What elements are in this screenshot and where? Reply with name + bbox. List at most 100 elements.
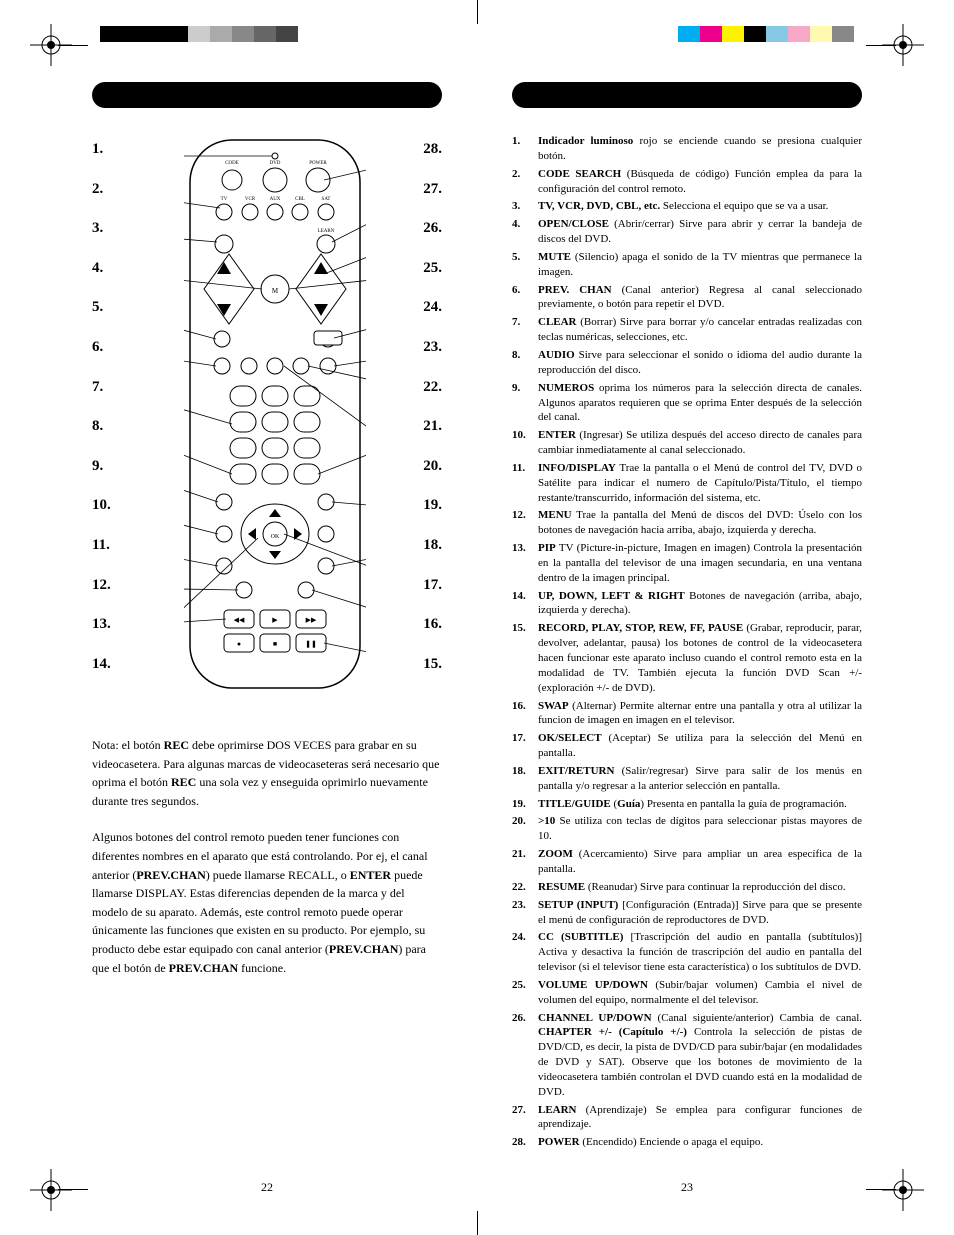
print-color-bars-right [678, 26, 854, 42]
svg-text:8: 8 [272, 445, 277, 455]
callout-number: 9. [92, 459, 103, 474]
callout-number: 13. [92, 617, 111, 632]
svg-text:4: 4 [240, 419, 245, 429]
feature-number: 18. [512, 764, 538, 794]
feature-text: PREV. CHAN (Canal anterior) Regresa al c… [538, 283, 862, 313]
callout-number: 5. [92, 300, 103, 315]
svg-text:●: ● [237, 640, 241, 648]
callout-number: 18. [423, 538, 442, 553]
svg-text:OK: OK [271, 534, 280, 540]
feature-text: NUMEROS oprima los números para la selec… [538, 381, 862, 426]
feature-text: TV, VCR, DVD, CBL, etc. Selecciona el eq… [538, 199, 862, 214]
left-body-text: Nota: el botón REC debe oprimirse DOS VE… [92, 736, 442, 977]
feature-text: CHANNEL UP/DOWN (Canal siguiente/anterio… [538, 1011, 862, 1100]
feature-number: 25. [512, 978, 538, 1008]
feature-number: 16. [512, 699, 538, 729]
feature-number: 17. [512, 731, 538, 761]
remote-diagram: 1.2.3.4.5.6.7.8.9.10.11.12.13.14. 28.27.… [92, 134, 442, 694]
callout-number: 22. [423, 380, 442, 395]
feature-item: 8.AUDIO Sirve para seleccionar el sonido… [512, 348, 862, 378]
page-header-bar [92, 82, 442, 108]
feature-text: SWAP (Alternar) Permite alternar entre u… [538, 699, 862, 729]
callout-number: 10. [92, 498, 111, 513]
feature-number: 27. [512, 1103, 538, 1133]
feature-item: 17.OK/SELECT (Aceptar) Se utiliza para l… [512, 731, 862, 761]
callout-number: 17. [423, 578, 442, 593]
feature-item: 24.CC (SUBTITLE) [Trascripción del audio… [512, 930, 862, 975]
feature-item: 19.TITLE/GUIDE (Guía) Presenta en pantal… [512, 797, 862, 812]
feature-number: 7. [512, 315, 538, 345]
feature-text: RECORD, PLAY, STOP, REW, FF, PAUSE (Grab… [538, 621, 862, 695]
feature-number: 26. [512, 1011, 538, 1100]
feature-text: OPEN/CLOSE (Abrir/cerrar) Sirve para abr… [538, 217, 862, 247]
svg-text:7: 7 [240, 445, 245, 455]
svg-text:DVD: DVD [270, 161, 281, 166]
svg-text:M: M [272, 287, 279, 295]
feature-number: 21. [512, 847, 538, 877]
svg-text:ENTER: ENTER [234, 473, 252, 480]
callout-number: 7. [92, 380, 103, 395]
svg-text:LEARN: LEARN [318, 229, 335, 234]
svg-text:>10: >10 [301, 472, 314, 480]
callout-number: 19. [423, 498, 442, 513]
callout-number: 23. [423, 340, 442, 355]
svg-text:◀◀: ◀◀ [234, 616, 245, 624]
feature-number: 13. [512, 541, 538, 586]
page-left: 1.2.3.4.5.6.7.8.9.10.11.12.13.14. 28.27.… [92, 82, 442, 1153]
feature-number: 14. [512, 589, 538, 619]
svg-text:CBL: CBL [295, 197, 305, 202]
feature-item: 26.CHANNEL UP/DOWN (Canal siguiente/ante… [512, 1011, 862, 1100]
callout-number: 24. [423, 300, 442, 315]
svg-text:0: 0 [272, 471, 277, 481]
crop-tick [58, 1189, 88, 1190]
feature-item: 22.RESUME (Reanudar) Sirve para continua… [512, 880, 862, 895]
feature-item: 2.CODE SEARCH (Búsqueda de código) Funci… [512, 167, 862, 197]
feature-item: 6.PREV. CHAN (Canal anterior) Regresa al… [512, 283, 862, 313]
feature-item: 9.NUMEROS oprima los números para la sel… [512, 381, 862, 426]
page-header-bar [512, 82, 862, 108]
feature-number: 1. [512, 134, 538, 164]
svg-text:TV: TV [221, 197, 228, 202]
callout-number: 14. [92, 657, 111, 672]
svg-text:9: 9 [304, 445, 309, 455]
svg-text:2: 2 [272, 393, 277, 403]
feature-text: EXIT/RETURN (Salir/regresar) Sirve para … [538, 764, 862, 794]
feature-item: 15.RECORD, PLAY, STOP, REW, FF, PAUSE (G… [512, 621, 862, 695]
feature-item: 3.TV, VCR, DVD, CBL, etc. Selecciona el … [512, 199, 862, 214]
feature-text: CLEAR (Borrar) Sirve para borrar y/o can… [538, 315, 862, 345]
feature-item: 14.UP, DOWN, LEFT & RIGHT Botones de nav… [512, 589, 862, 619]
feature-item: 4.OPEN/CLOSE (Abrir/cerrar) Sirve para a… [512, 217, 862, 247]
registration-mark-icon [30, 1169, 72, 1211]
feature-text: MUTE (Silencio) apaga el sonido de la TV… [538, 250, 862, 280]
feature-number: 5. [512, 250, 538, 280]
callout-number: 4. [92, 261, 103, 276]
callout-number: 15. [423, 657, 442, 672]
feature-item: 18.EXIT/RETURN (Salir/regresar) Sirve pa… [512, 764, 862, 794]
feature-text: CC (SUBTITLE) [Trascripción del audio en… [538, 930, 862, 975]
feature-item: 7.CLEAR (Borrar) Sirve para borrar y/o c… [512, 315, 862, 345]
callout-number: 1. [92, 142, 103, 157]
feature-number: 8. [512, 348, 538, 378]
feature-number: 19. [512, 797, 538, 812]
crop-tick [58, 45, 88, 46]
feature-list: 1.Indicador luminoso rojo se enciende cu… [512, 134, 862, 1150]
feature-item: 5.MUTE (Silencio) apaga el sonido de la … [512, 250, 862, 280]
feature-number: 28. [512, 1135, 538, 1150]
svg-text:AUX: AUX [270, 197, 281, 202]
feature-number: 6. [512, 283, 538, 313]
page-number-right: 23 [512, 1179, 862, 1195]
feature-number: 22. [512, 880, 538, 895]
svg-text:5: 5 [272, 419, 277, 429]
feature-number: 4. [512, 217, 538, 247]
feature-text: MENU Trae la pantalla del Menú de discos… [538, 508, 862, 538]
feature-number: 3. [512, 199, 538, 214]
feature-text: UP, DOWN, LEFT & RIGHT Botones de navega… [538, 589, 862, 619]
feature-item: 25.VOLUME UP/DOWN (Subir/bajar volumen) … [512, 978, 862, 1008]
feature-number: 15. [512, 621, 538, 695]
feature-text: RESUME (Reanudar) Sirve para continuar l… [538, 880, 862, 895]
page-number-left: 22 [92, 1179, 442, 1195]
feature-text: INFO/DISPLAY Trae la pantalla o el Menú … [538, 461, 862, 506]
feature-item: 23.SETUP (INPUT) [Configuración (Entrada… [512, 898, 862, 928]
feature-text: ENTER (Ingresar) Se utiliza después del … [538, 428, 862, 458]
feature-text: AUDIO Sirve para seleccionar el sonido o… [538, 348, 862, 378]
